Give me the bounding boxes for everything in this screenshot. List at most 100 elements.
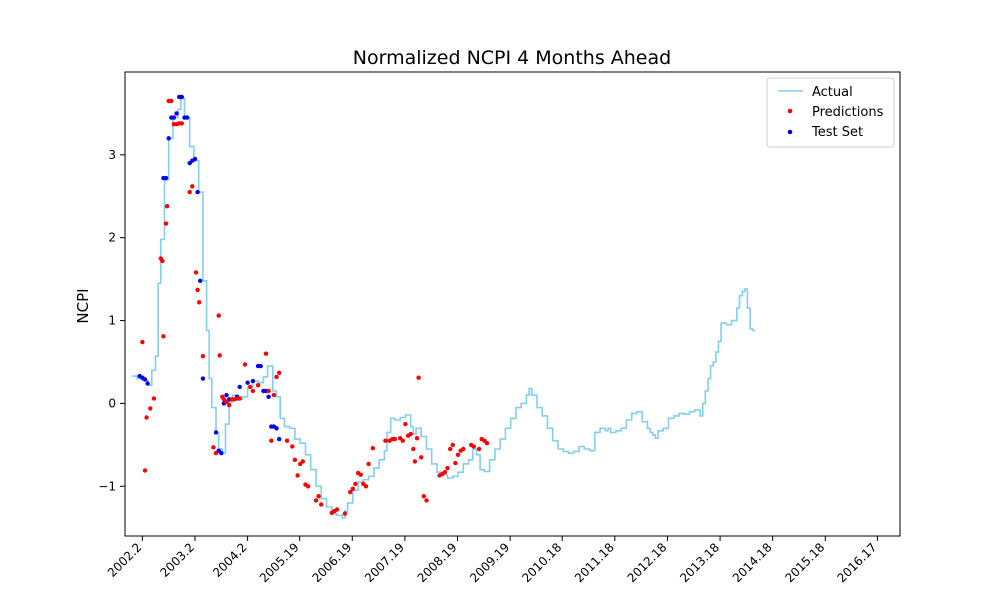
prediction-point [305, 484, 311, 489]
prediction-point [263, 351, 269, 356]
prediction-point [144, 415, 149, 420]
plot-marks [131, 94, 756, 519]
prediction-point [250, 388, 256, 394]
prediction-point [237, 396, 242, 401]
prediction-point [224, 399, 229, 404]
test-set-point [200, 376, 206, 381]
prediction-point [277, 370, 282, 375]
prediction-point [370, 446, 375, 451]
prediction-point [412, 459, 418, 464]
prediction-point [408, 431, 413, 437]
prediction-point [271, 392, 277, 398]
prediction-point [316, 494, 321, 499]
test-set-point [245, 380, 250, 385]
prediction-point [163, 221, 169, 226]
test-set-point [192, 156, 198, 162]
prediction-point [300, 459, 305, 464]
prediction-point [342, 511, 348, 516]
prediction-point [292, 457, 298, 462]
legend-predictions-label: Predictions [812, 105, 884, 120]
prediction-point [255, 383, 261, 388]
test-set-point [198, 278, 203, 283]
prediction-point [411, 446, 416, 452]
prediction-point [421, 494, 426, 499]
prediction-point [350, 486, 355, 491]
prediction-point [455, 452, 461, 457]
prediction-point [200, 354, 206, 359]
prediction-point [227, 402, 232, 408]
y-tick-label: 2 [108, 231, 116, 245]
prediction-point [453, 460, 458, 466]
y-tick-label: 0 [108, 396, 116, 410]
test-set-point [184, 115, 190, 120]
prediction-point [471, 444, 476, 449]
test-set-point [195, 189, 200, 195]
test-set-point [274, 426, 279, 431]
prediction-point [148, 406, 153, 411]
prediction-point [445, 465, 450, 471]
prediction-point [461, 446, 466, 452]
prediction-point [450, 442, 455, 448]
test-set-point [166, 136, 171, 141]
legend-test-set-swatch [787, 129, 793, 135]
plot-area-border [124, 71, 901, 537]
prediction-point [151, 396, 157, 401]
test-set-point [219, 450, 224, 456]
prediction-point [476, 446, 482, 452]
prediction-point [160, 258, 165, 264]
prediction-point [392, 436, 398, 442]
y-tick-label: 3 [108, 148, 116, 162]
prediction-point [190, 184, 195, 189]
test-set-point [258, 363, 263, 369]
prediction-point [179, 121, 184, 126]
actual-series-line [131, 97, 756, 519]
test-set-point [179, 94, 184, 100]
prediction-point [266, 388, 271, 394]
prediction-point [284, 438, 290, 443]
prediction-point [358, 472, 363, 477]
prediction-point [164, 204, 170, 209]
prediction-point [424, 498, 429, 503]
prediction-point [211, 445, 216, 450]
test-set-point [224, 392, 229, 398]
prediction-point [161, 334, 166, 339]
prediction-point [193, 270, 199, 275]
legend: Actual Predictions Test Set [766, 77, 895, 148]
prediction-point [348, 489, 353, 495]
prediction-point [442, 470, 448, 475]
prediction-point [197, 300, 202, 305]
test-set-point [163, 175, 169, 181]
legend-actual-label: Actual [812, 85, 853, 100]
axes-frame [124, 71, 901, 537]
prediction-point [187, 189, 192, 195]
test-set-point [174, 111, 179, 116]
prediction-point [213, 450, 219, 456]
prediction-point [414, 436, 420, 441]
test-set-point [266, 394, 271, 399]
test-set-point [171, 115, 177, 120]
prediction-point [195, 287, 200, 293]
prediction-point [484, 441, 490, 446]
prediction-point [363, 484, 369, 489]
prediction-point [419, 455, 424, 460]
test-set-point [142, 377, 148, 382]
prediction-point [169, 98, 174, 104]
prediction-point [248, 384, 253, 390]
prediction-point [269, 438, 274, 443]
test-set-point [250, 378, 256, 384]
test-set-point [145, 381, 150, 386]
y-axis-label: NCPI [74, 288, 92, 323]
y-tick-label: 1 [108, 314, 116, 328]
prediction-point [403, 421, 408, 427]
legend-test-set-label: Test Set [811, 125, 863, 140]
test-set-point [237, 384, 242, 390]
prediction-point [416, 375, 421, 380]
y-tick-label: −1 [98, 479, 116, 493]
prediction-point [274, 374, 279, 380]
legend-box [766, 77, 895, 148]
prediction-point [295, 473, 300, 478]
prediction-point [217, 353, 222, 358]
prediction-point [142, 468, 148, 473]
prediction-point [400, 438, 405, 443]
